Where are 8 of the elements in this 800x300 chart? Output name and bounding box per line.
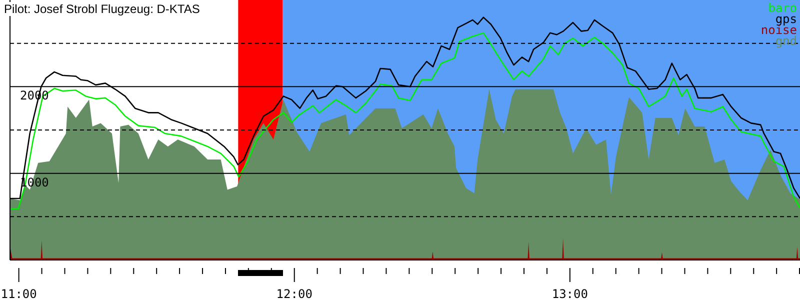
x-tick-label: 12:00 [276,287,312,300]
text: noise [760,23,797,37]
chart-title: Pilot: Josef Strobl Flugzeug: D-KTAS [2,2,202,16]
text: baro [767,1,797,15]
x-tick-label: 11:00 [0,287,37,300]
text: gps [775,12,797,26]
x-tick-label: 13:00 [552,287,588,300]
text: gnd [775,34,797,48]
